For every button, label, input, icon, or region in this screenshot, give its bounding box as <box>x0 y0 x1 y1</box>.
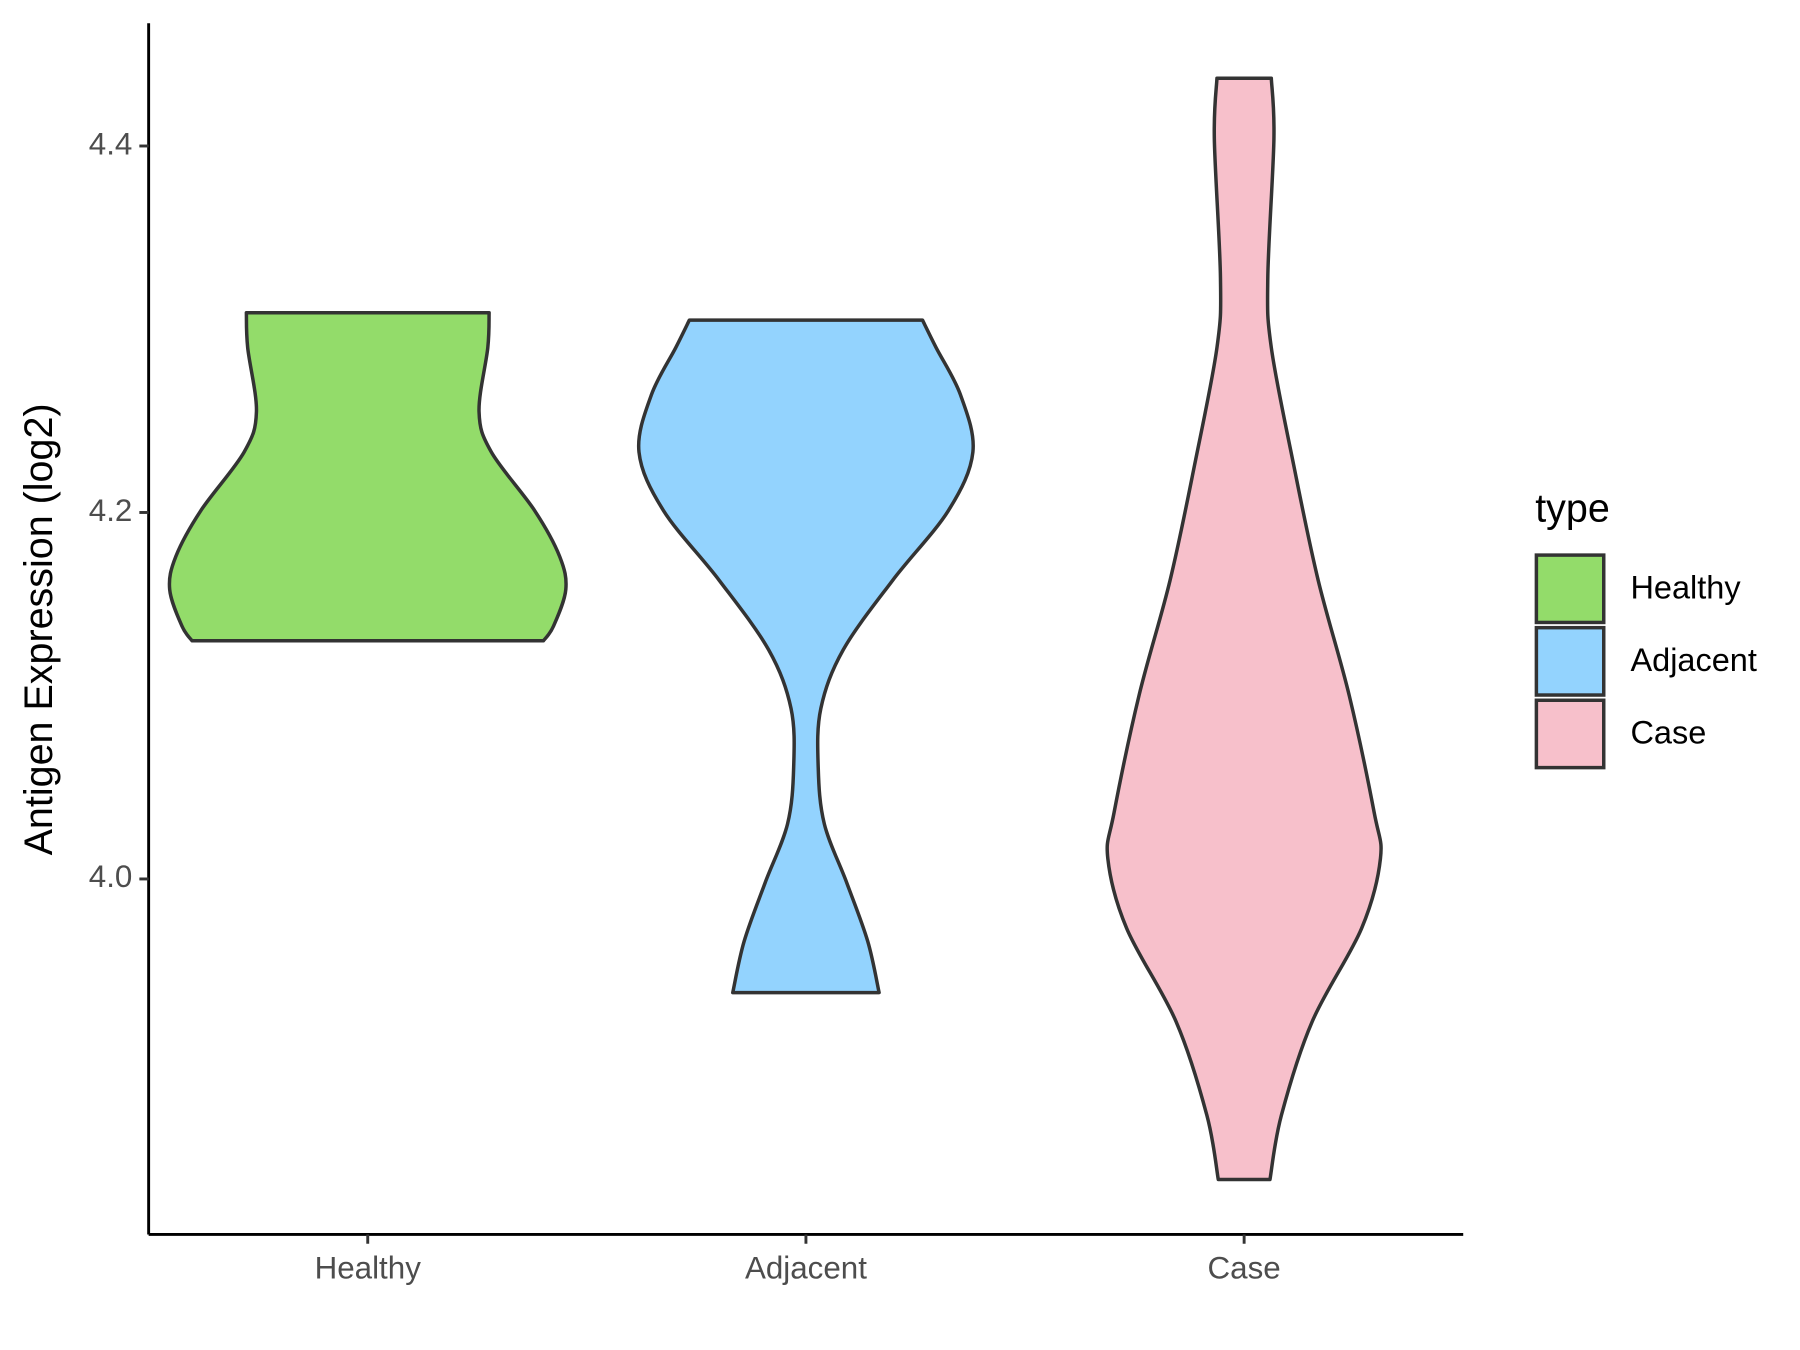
y-axis-title: Antigen Expression (log2) <box>17 403 61 855</box>
legend-label: Healthy <box>1630 570 1741 606</box>
legend-key <box>1534 625 1606 697</box>
legend-key <box>1534 553 1606 625</box>
x-tick-label: Adjacent <box>745 1251 867 1286</box>
violin <box>167 311 568 643</box>
y-tick-label: 4.0 <box>89 859 133 894</box>
legend-label: Case <box>1630 715 1706 751</box>
violin <box>1105 76 1383 1182</box>
y-tick-label: 4.2 <box>89 493 133 528</box>
legend-title: type <box>1535 486 1610 530</box>
y-tick-label: 4.4 <box>89 126 133 161</box>
x-tick-label: Case <box>1208 1251 1281 1286</box>
violin <box>636 318 975 995</box>
legend-key <box>1534 698 1606 770</box>
legend-label: Adjacent <box>1630 642 1756 678</box>
x-tick-label: Healthy <box>315 1251 422 1286</box>
